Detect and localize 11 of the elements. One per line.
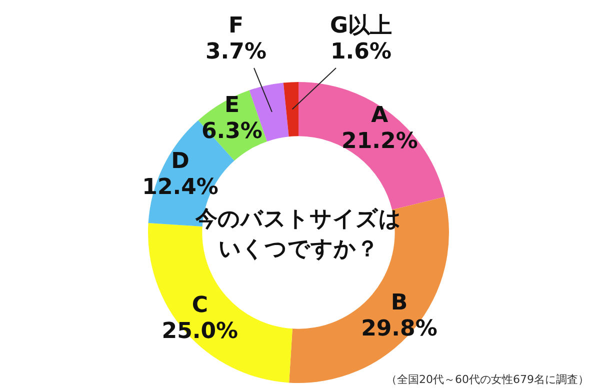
slice-label: G以上 [330,14,392,39]
slice-label: D [171,148,190,174]
slice-label: B [390,290,408,316]
slice-label: E [224,92,240,118]
data-label: 1.6% [330,40,392,65]
data-label: 3.7% [205,40,267,65]
data-label: 21.2% [342,128,418,154]
text: （全国20代～60代の女性679名に調査） [386,372,589,387]
slice-label: A [371,102,388,128]
slice-label: F [228,14,244,39]
slice-label: C [192,293,208,318]
